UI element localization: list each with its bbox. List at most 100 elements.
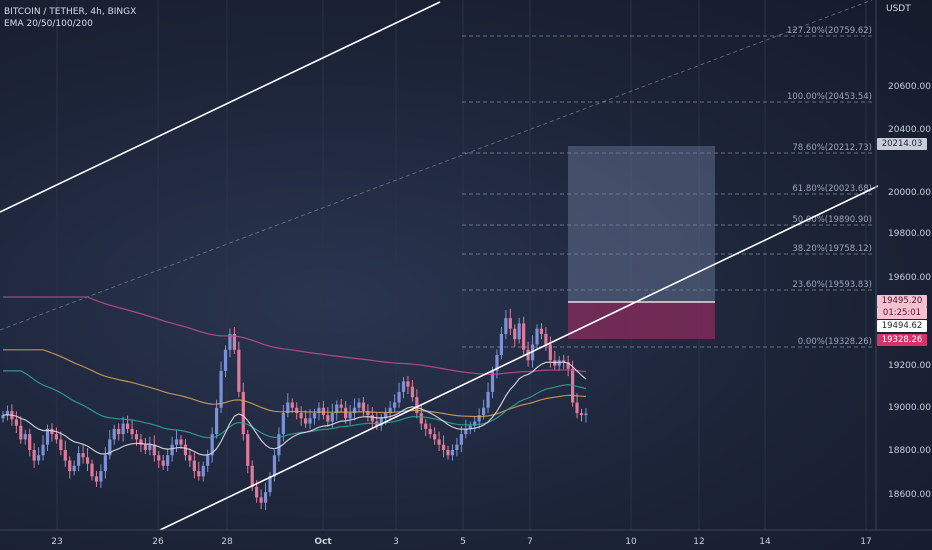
- candle-body: [281, 413, 285, 435]
- candle-body: [428, 428, 432, 435]
- candle-body: [14, 419, 18, 426]
- candle-body: [263, 492, 268, 503]
- time-tick-label: 7: [527, 537, 533, 547]
- candle-body: [228, 333, 232, 350]
- stop-price-tag: 19328.26: [877, 334, 927, 346]
- candle-body: [468, 425, 472, 429]
- last-price-tag: 19494.62: [877, 320, 927, 332]
- ema-lines: [2, 296, 587, 456]
- price-tick-label: 19800.00: [888, 229, 931, 239]
- candle-body: [557, 360, 561, 366]
- candle-body: [450, 449, 455, 456]
- candle-body: [486, 391, 490, 408]
- time-tick-label: 17: [860, 537, 871, 547]
- candle-body: [108, 439, 112, 456]
- candle-body: [441, 444, 446, 450]
- candle-body: [54, 434, 58, 440]
- candle-body: [246, 434, 250, 466]
- candle-body: [5, 410, 10, 416]
- fib-retracement: 127.20%(20759.62) 100.00%(20453.54) 78.60%…: [0, 0, 873, 348]
- candle-body: [522, 323, 526, 350]
- time-tick-label: 3: [393, 537, 399, 547]
- candle-body: [161, 460, 165, 466]
- candle-body: [130, 428, 134, 435]
- price-tick-label: 19000.00: [888, 403, 931, 413]
- fib-level-label: 38.20%(19758.12): [792, 244, 872, 254]
- candle-body: [495, 355, 499, 371]
- lower-channel-line: [159, 185, 879, 531]
- symbol-title[interactable]: BITCOIN / TETHER, 4h, BINGX: [4, 7, 137, 17]
- candle-body: [188, 455, 192, 461]
- countdown-tag: 01:25:01: [877, 307, 927, 319]
- indicator-label[interactable]: EMA 20/50/100/200: [4, 19, 93, 29]
- candle-body: [59, 439, 63, 450]
- time-tick-label: 23: [51, 537, 62, 547]
- candle-body: [223, 349, 228, 371]
- candle-body: [50, 428, 54, 435]
- price-tick-label: 20600.00: [888, 82, 931, 92]
- price-tick-label: 20000.00: [888, 188, 931, 198]
- candle-body: [330, 413, 334, 422]
- candle-body: [508, 318, 512, 329]
- fib-level-label: 127.20%(20759.62): [787, 26, 872, 36]
- candle-body: [241, 391, 245, 435]
- candle-body: [99, 471, 103, 482]
- target-price-tag: 20214.03: [877, 138, 927, 150]
- candle-body: [579, 413, 584, 416]
- time-tick-label: Oct: [314, 537, 332, 547]
- time-tick-label: 5: [460, 537, 466, 547]
- candle-body: [237, 349, 241, 392]
- candle-body: [77, 453, 81, 466]
- ema50-line: [3, 370, 587, 439]
- candle-body: [259, 497, 263, 503]
- candle-body: [419, 413, 423, 424]
- candle-body: [290, 402, 294, 408]
- time-tick-label: 12: [693, 537, 704, 547]
- candle-body: [504, 318, 508, 334]
- price-tick-label: 18800.00: [888, 446, 931, 456]
- candle-body: [32, 449, 36, 461]
- candle-body: [90, 463, 94, 477]
- candle-body: [183, 444, 188, 456]
- candle-body: [317, 407, 321, 414]
- candle-body: [366, 410, 370, 416]
- candle-body: [544, 333, 548, 345]
- candle-body: [482, 407, 486, 416]
- fib-level-label: 50.00%(19890.90): [792, 215, 872, 225]
- candle-body: [401, 381, 406, 392]
- candle-body: [370, 415, 374, 422]
- candle-body: [121, 423, 125, 435]
- candle-body: [339, 404, 343, 408]
- candle-body: [473, 421, 477, 426]
- candle-body: [28, 434, 32, 450]
- fib-level-label: 0.00%(19328.26): [798, 337, 872, 347]
- candle-body: [446, 449, 450, 456]
- candle-body: [68, 460, 72, 472]
- candle-body: [335, 404, 339, 414]
- candle-body: [490, 370, 495, 392]
- target-zone: [568, 146, 715, 302]
- currency-label[interactable]: USDT: [886, 4, 911, 14]
- candle-body: [37, 455, 41, 461]
- candle-body: [393, 402, 397, 408]
- candle-body: [304, 418, 308, 424]
- candle-body: [388, 407, 392, 414]
- candle-body: [139, 439, 143, 445]
- ema200-line: [3, 296, 587, 375]
- candle-body: [406, 381, 410, 387]
- candle-body: [174, 439, 179, 445]
- candle-body: [148, 444, 152, 450]
- candle-body: [352, 407, 357, 414]
- candle-body: [210, 434, 214, 456]
- candle-body: [45, 428, 50, 445]
- candle-body: [112, 428, 116, 440]
- candle-body: [433, 434, 437, 440]
- candle-body: [166, 455, 170, 466]
- candle-body: [250, 465, 254, 487]
- candle-body: [566, 362, 570, 369]
- candle-body: [272, 455, 277, 477]
- price-tick-label: 19200.00: [888, 361, 931, 371]
